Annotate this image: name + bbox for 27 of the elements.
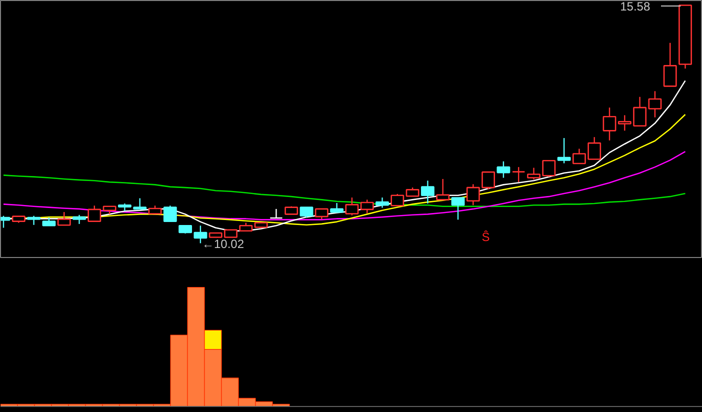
candlestick [390,193,404,206]
candlestick [133,198,147,210]
candlestick [360,199,374,214]
candlestick [300,206,314,218]
candlestick [451,197,465,220]
candlestick [330,202,344,213]
candlestick [512,166,526,183]
candlestick [57,211,71,226]
candlestick [466,184,480,206]
candlestick [376,196,389,208]
annotation: 15.58 [620,0,650,14]
candlestick [663,42,677,87]
candlestick [314,208,328,220]
candlestick [496,160,510,178]
candlestick [27,215,41,226]
candlestick [269,208,283,219]
annotation: ←10.02 [202,236,244,251]
candlestick [420,180,434,204]
candlestick [88,205,102,222]
candlestick [557,137,571,164]
candlestick [72,214,86,225]
candlestick [163,205,177,222]
candlestick [345,196,359,216]
candlestick [482,171,496,190]
candlestick [436,178,450,200]
annotation: Ŝ [482,230,490,244]
candlestick [602,106,616,142]
